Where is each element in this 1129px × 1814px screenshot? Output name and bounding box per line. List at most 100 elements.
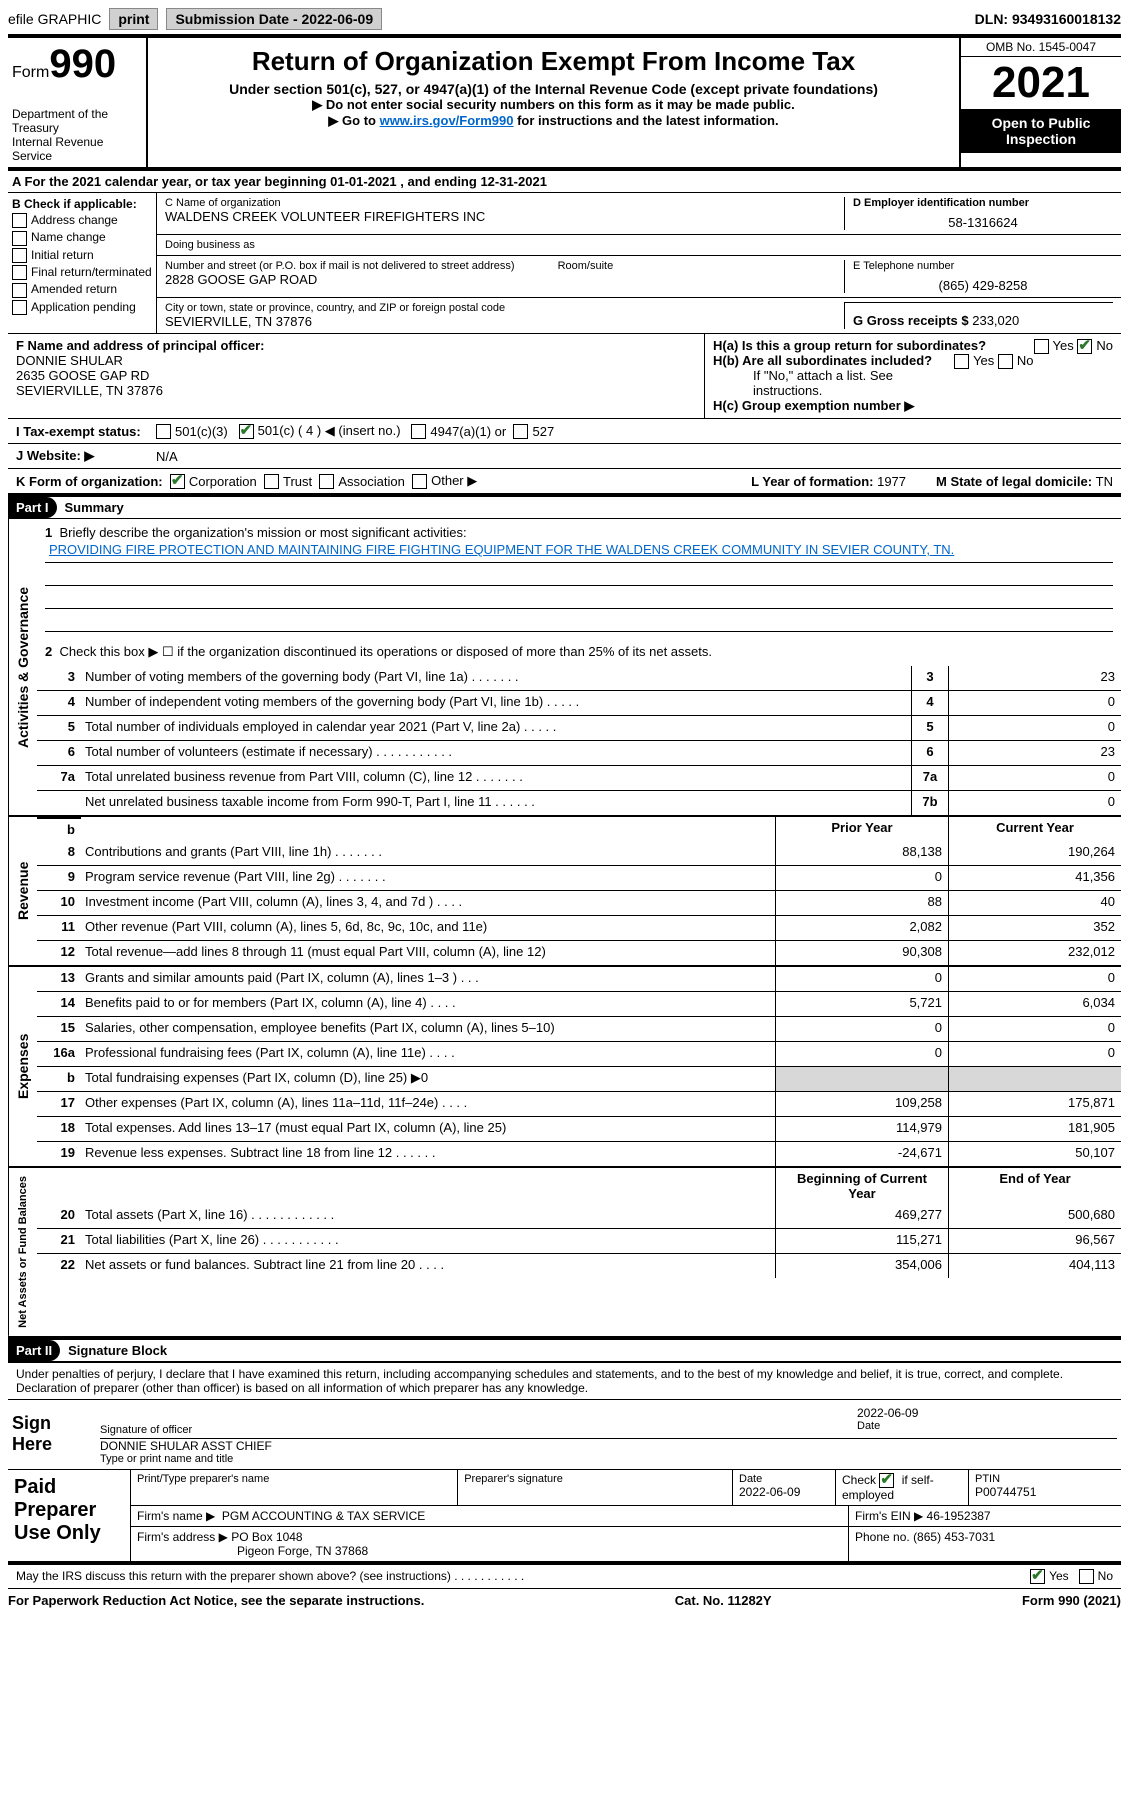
- app-pending-checkbox[interactable]: Application pending: [12, 300, 152, 315]
- summary-row: 10Investment income (Part VIII, column (…: [37, 890, 1121, 915]
- may-irs-row: May the IRS discuss this return with the…: [8, 1565, 1121, 1589]
- summary-row: 5Total number of individuals employed in…: [37, 715, 1121, 740]
- top-bar: efile GRAPHIC print Submission Date - 20…: [8, 8, 1121, 30]
- street-label: Number and street (or P.O. box if mail i…: [165, 260, 844, 272]
- omb-number: OMB No. 1545-0047: [961, 38, 1121, 57]
- principal-officer: F Name and address of principal officer:…: [8, 334, 705, 418]
- col-prior-header: Prior Year: [775, 817, 948, 841]
- side-netassets: Net Assets or Fund Balances: [8, 1168, 37, 1336]
- summary-row: 7aTotal unrelated business revenue from …: [37, 765, 1121, 790]
- summary-row: 18Total expenses. Add lines 13–17 (must …: [37, 1116, 1121, 1141]
- trust-checkbox[interactable]: [264, 474, 279, 489]
- addr-change-checkbox[interactable]: Address change: [12, 213, 152, 228]
- summary-container: Activities & Governance 1 Briefly descri…: [8, 519, 1121, 1340]
- hb-line: H(b) Are all subordinates included? Yes …: [713, 353, 1113, 368]
- assoc-checkbox[interactable]: [319, 474, 334, 489]
- state-domicile: M State of legal domicile: TN: [936, 474, 1113, 489]
- sign-here-label: Sign Here: [8, 1400, 96, 1469]
- form-header: Form990 Department of the Treasury Inter…: [8, 34, 1121, 171]
- summary-row: bTotal fundraising expenses (Part IX, co…: [37, 1066, 1121, 1091]
- sig-date: 2022-06-09: [857, 1406, 1117, 1420]
- 501c-checkbox[interactable]: [239, 424, 254, 439]
- summary-row: 3Number of voting members of the governi…: [37, 666, 1121, 690]
- ha-yes-checkbox[interactable]: [1034, 339, 1049, 354]
- 501c3-checkbox[interactable]: [156, 424, 171, 439]
- summary-row: 20Total assets (Part X, line 16) . . . .…: [37, 1204, 1121, 1228]
- irs-link[interactable]: www.irs.gov/Form990: [380, 113, 514, 128]
- org-name-label: C Name of organization: [165, 197, 844, 209]
- ha-no-checkbox[interactable]: [1077, 339, 1092, 354]
- 4947-checkbox[interactable]: [411, 424, 426, 439]
- summary-row: Net unrelated business taxable income fr…: [37, 790, 1121, 815]
- other-checkbox[interactable]: [412, 474, 427, 489]
- sig-officer-label: Signature of officer: [100, 1424, 857, 1436]
- may-irs-yes-checkbox[interactable]: [1030, 1569, 1045, 1584]
- side-governance: Activities & Governance: [8, 519, 37, 815]
- irs-label: Internal Revenue Service: [12, 135, 142, 163]
- print-button[interactable]: print: [109, 8, 158, 30]
- row-j-website: J Website: ▶ N/A: [8, 444, 1121, 469]
- summary-row: 14Benefits paid to or for members (Part …: [37, 991, 1121, 1016]
- col-end-header: End of Year: [948, 1168, 1121, 1204]
- col-current-header: Current Year: [948, 817, 1121, 841]
- row-k-form-org: K Form of organization: Corporation Trus…: [8, 469, 1121, 497]
- summary-row: 4Number of independent voting members of…: [37, 690, 1121, 715]
- dba-label: Doing business as: [165, 239, 1113, 251]
- open-public-badge: Open to Public Inspection: [961, 109, 1121, 153]
- street-value: 2828 GOOSE GAP ROAD: [165, 272, 844, 287]
- hb-yes-checkbox[interactable]: [954, 354, 969, 369]
- line2-checkbox-row: 2 Check this box ▶ ☐ if the organization…: [37, 638, 1121, 666]
- corp-checkbox[interactable]: [170, 474, 185, 489]
- summary-row: 19Revenue less expenses. Subtract line 1…: [37, 1141, 1121, 1166]
- summary-row: 22Net assets or fund balances. Subtract …: [37, 1253, 1121, 1278]
- hb-note: If "No," attach a list. See instructions…: [713, 368, 1113, 398]
- header-right: OMB No. 1545-0047 2021 Open to Public In…: [959, 38, 1121, 167]
- summary-row: 17Other expenses (Part IX, column (A), l…: [37, 1091, 1121, 1116]
- row-a-tax-year: A For the 2021 calendar year, or tax yea…: [8, 171, 1121, 193]
- amended-return-checkbox[interactable]: Amended return: [12, 282, 152, 297]
- tax-year: 2021: [961, 57, 1121, 109]
- summary-row: 6Total number of volunteers (estimate if…: [37, 740, 1121, 765]
- summary-row: 13Grants and similar amounts paid (Part …: [37, 967, 1121, 991]
- paid-preparer-label: Paid Preparer Use Only: [8, 1470, 131, 1561]
- summary-row: 12Total revenue—add lines 8 through 11 (…: [37, 940, 1121, 965]
- ein-label: D Employer identification number: [853, 197, 1113, 209]
- header-left: Form990 Department of the Treasury Inter…: [8, 38, 148, 167]
- header-center: Return of Organization Exempt From Incom…: [148, 38, 959, 167]
- form-ref: Form 990 (2021): [1022, 1593, 1121, 1608]
- 527-checkbox[interactable]: [513, 424, 528, 439]
- self-employed-checkbox[interactable]: [879, 1473, 894, 1488]
- col-b-checkboxes: B Check if applicable: Address change Na…: [8, 193, 157, 333]
- summary-row: 9Program service revenue (Part VIII, lin…: [37, 865, 1121, 890]
- name-change-checkbox[interactable]: Name change: [12, 230, 152, 245]
- summary-row: 16aProfessional fundraising fees (Part I…: [37, 1041, 1121, 1066]
- initial-return-checkbox[interactable]: Initial return: [12, 248, 152, 263]
- mission-text: PROVIDING FIRE PROTECTION AND MAINTAININ…: [49, 542, 954, 557]
- hb-no-checkbox[interactable]: [998, 354, 1013, 369]
- city-label: City or town, state or province, country…: [165, 302, 844, 314]
- penalty-text: Under penalties of perjury, I declare th…: [8, 1363, 1121, 1400]
- gross-receipts: G Gross receipts $ 233,020: [853, 303, 1113, 328]
- footer: For Paperwork Reduction Act Notice, see …: [8, 1589, 1121, 1612]
- ha-line: H(a) Is this a group return for subordin…: [713, 338, 1113, 353]
- submission-date-badge: Submission Date - 2022-06-09: [166, 8, 382, 30]
- may-irs-no-checkbox[interactable]: [1079, 1569, 1094, 1584]
- part2-header-row: Part II Signature Block: [8, 1340, 1121, 1362]
- phone-label: E Telephone number: [853, 260, 1113, 272]
- col-begin-header: Beginning of Current Year: [775, 1168, 948, 1204]
- officer-name-label: Type or print name and title: [100, 1453, 1117, 1465]
- final-return-checkbox[interactable]: Final return/terminated: [12, 265, 152, 280]
- dept-label: Department of the Treasury: [12, 107, 142, 135]
- part1-badge: Part I: [8, 497, 57, 518]
- form-title: Return of Organization Exempt From Incom…: [158, 46, 949, 77]
- summary-row: 11Other revenue (Part VIII, column (A), …: [37, 915, 1121, 940]
- hc-line: H(c) Group exemption number ▶: [713, 398, 1113, 414]
- form-subtitle: Under section 501(c), 527, or 4947(a)(1)…: [158, 81, 949, 97]
- part2-badge: Part II: [8, 1340, 60, 1361]
- ssn-warning: ▶ Do not enter social security numbers o…: [158, 97, 949, 113]
- goto-line: ▶ Go to www.irs.gov/Form990 for instruct…: [158, 113, 949, 129]
- part2-title: Signature Block: [60, 1340, 175, 1361]
- city-value: SEVIERVILLE, TN 37876: [165, 314, 844, 329]
- cat-no: Cat. No. 11282Y: [675, 1593, 772, 1608]
- row-i-tax-status: I Tax-exempt status: 501(c)(3) 501(c) ( …: [8, 419, 1121, 444]
